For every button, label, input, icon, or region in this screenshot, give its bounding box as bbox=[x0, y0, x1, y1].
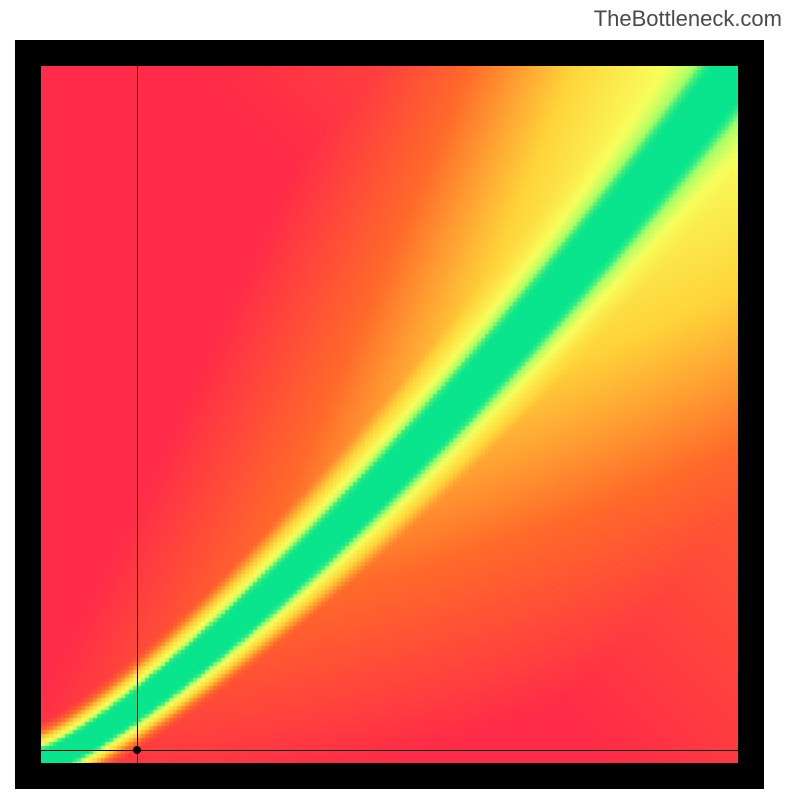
root: TheBottleneck.com bbox=[0, 0, 800, 800]
attribution-text: TheBottleneck.com bbox=[594, 6, 782, 32]
crosshair-marker bbox=[133, 746, 141, 754]
heatmap-canvas bbox=[41, 66, 738, 763]
chart-inner bbox=[41, 66, 738, 763]
crosshair-horizontal bbox=[41, 750, 738, 751]
chart-panel bbox=[15, 40, 764, 789]
crosshair-vertical bbox=[137, 66, 138, 763]
